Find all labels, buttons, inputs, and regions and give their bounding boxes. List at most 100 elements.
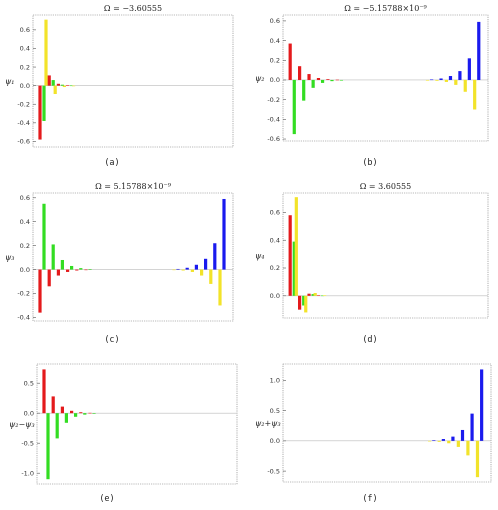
panel-e: -1.0 -0.5 0.0 0.5 ψ₂−ψ₃ (e) [9,363,238,504]
red-bar [47,75,51,86]
red-bar [51,396,55,414]
blue-bar [194,264,198,270]
y-tick-label: 0.6 [20,26,30,34]
y-tick-label: -0.6 [17,138,30,146]
green-bar [292,241,296,296]
y-tick-label: -0.4 [267,116,280,124]
y-tick-label: 0.2 [270,264,280,272]
y-tick-label: 0.0 [20,266,30,274]
green-bar [79,268,83,270]
red-bar [335,79,339,81]
green-bar [64,413,68,423]
green-bar [320,79,325,83]
yellow-bar [437,440,441,442]
yellow-bar [425,79,430,81]
blue-bar [467,58,471,80]
yellow-bar [473,79,477,110]
y-tick-label: -0.5 [267,467,280,475]
red-bar [38,269,42,313]
y-tick-label: 0.0 [24,409,34,417]
green-bar [51,244,55,270]
red-bar [60,406,64,414]
blue-bar [439,78,443,80]
green-bar [70,265,74,270]
blue-bar [213,243,217,270]
y-tick-label: 0.0 [270,292,280,300]
green-bar [60,259,64,270]
y-tick-label: 0.6 [20,194,30,202]
blue-bar [477,21,481,80]
yellow-bar [323,295,327,296]
y-axis-label: ψ₂ [255,74,264,83]
yellow-bar [475,440,480,478]
yellow-bar [218,269,222,306]
red-bar [70,410,74,414]
yellow-bar [294,197,298,296]
plot-frame [32,14,234,148]
green-bar [292,79,296,135]
blue-bar [204,258,208,270]
red-bar [84,269,88,271]
green-bar [311,79,315,88]
panel-title: Ω = 3.60555 [360,182,412,191]
red-bar [307,74,311,80]
plot-frame [282,192,489,319]
red-bar [88,412,92,414]
yellow-bar [72,85,76,87]
red-bar [307,293,311,296]
yellow-bar [447,440,451,444]
red-bar [75,269,79,271]
green-bar [302,295,306,306]
y-tick-label: 0.0 [270,437,280,445]
plot-frame [36,363,238,485]
green-bar [302,79,306,101]
blue-bar [430,79,434,81]
yellow-bar [190,269,194,272]
red-bar [326,79,330,80]
blue-bar [222,198,226,270]
red-bar [316,78,321,80]
y-tick-label: 1.0 [270,377,280,385]
blue-bar [441,439,445,441]
y-tick-label: -0.2 [267,96,280,104]
y-tick-label: 0.5 [24,379,34,387]
y-tick-label: -0.6 [267,135,280,143]
yellow-bar [172,269,176,271]
panel-caption: (b) [362,158,377,168]
blue-bar [458,71,462,80]
blue-bar [460,429,465,441]
yellow-bar [62,85,66,88]
red-bar [288,215,292,296]
panel-title: Ω = −3.60555 [104,4,162,13]
green-bar [83,413,87,415]
green-bar [55,413,59,439]
yellow-bar [200,269,204,276]
green-bar [311,294,315,296]
red-bar [56,83,60,86]
red-bar [56,269,60,276]
green-bar [339,79,344,81]
blue-bar [185,267,189,270]
yellow-bar [44,19,48,86]
yellow-bar [456,440,460,447]
y-tick-label: -0.2 [17,290,30,298]
yellow-bar [463,79,467,92]
red-bar [66,269,70,272]
y-tick-label: -0.4 [17,314,30,322]
red-bar [298,66,302,80]
yellow-bar [428,440,432,442]
y-tick-label: -0.5 [21,439,34,447]
green-bar [92,413,96,414]
yellow-bar [181,269,185,271]
y-tick-label: -1.0 [21,469,34,477]
blue-bar [448,76,453,80]
blue-bar [432,440,436,441]
red-bar [316,295,321,296]
green-bar [320,295,325,297]
y-tick-label: -0.4 [17,119,30,127]
y-axis-label: ψ₁ [5,77,14,86]
y-tick-label: 0.0 [270,76,280,84]
green-bar [46,413,50,480]
panel-d: 0.0 0.2 0.4 0.6 ψ₄ Ω = 3.60555 (d) [255,182,489,345]
